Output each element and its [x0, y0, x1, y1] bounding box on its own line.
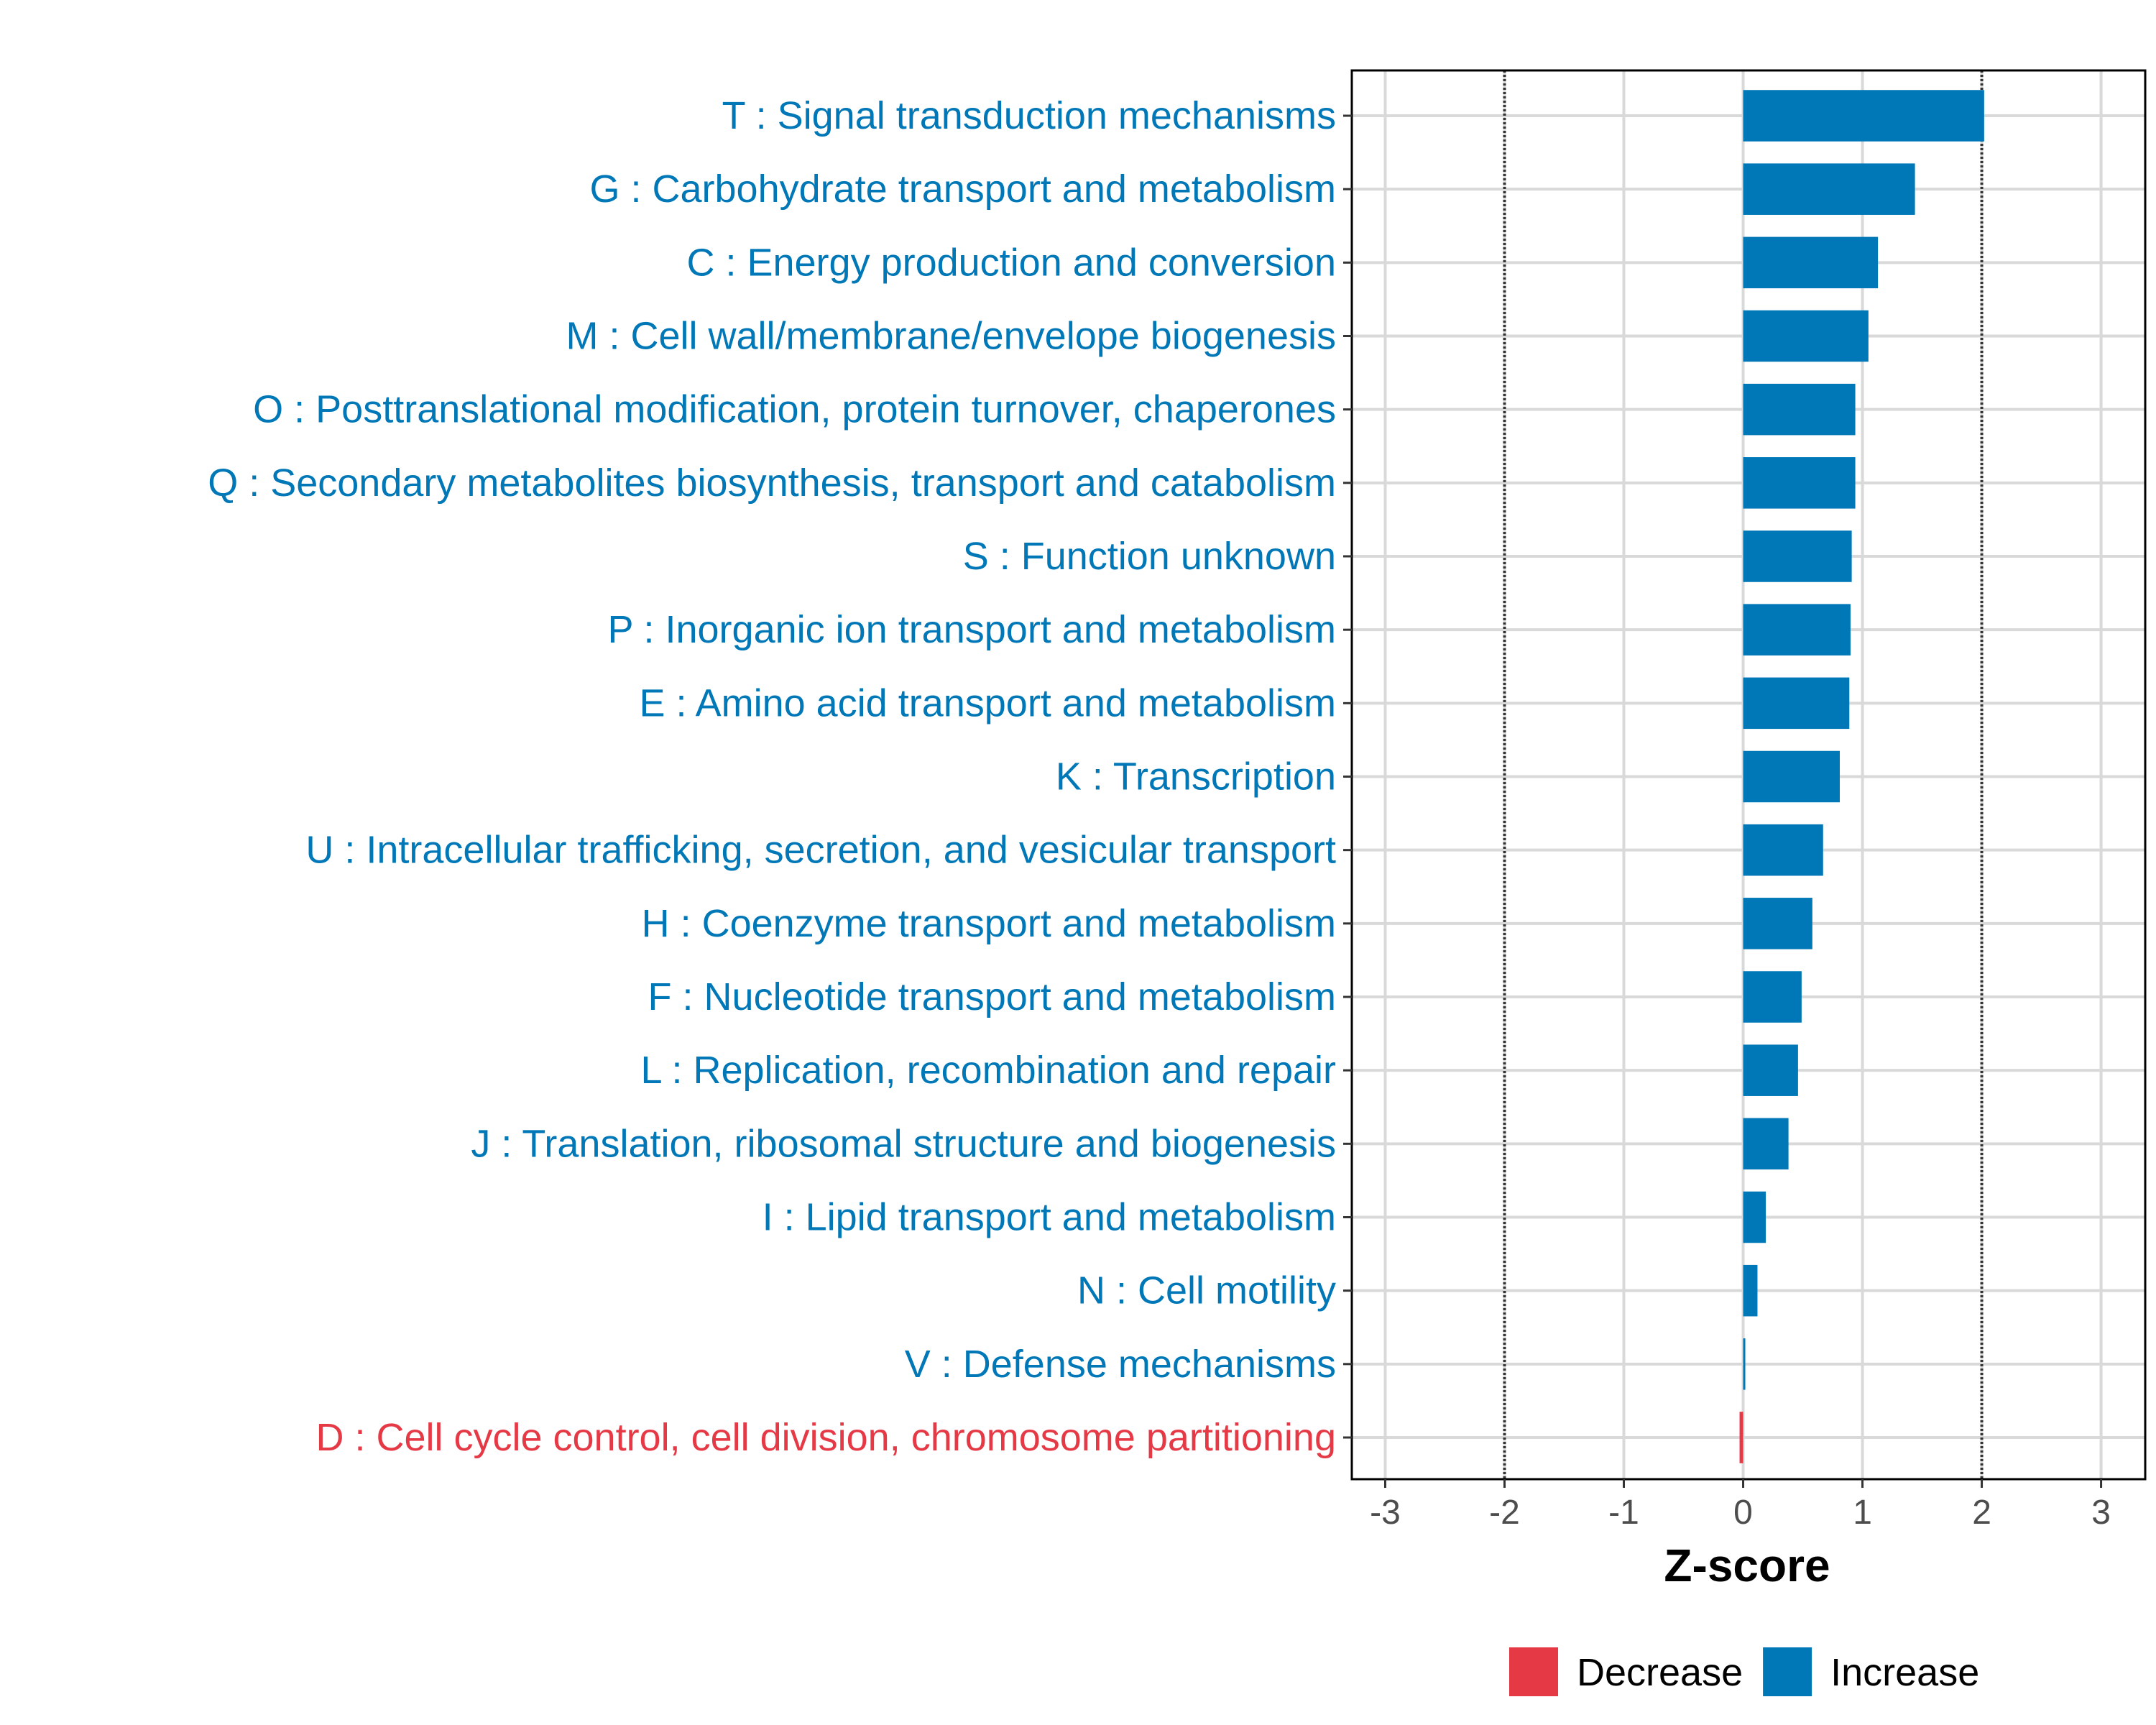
category-label: D : Cell cycle control, cell division, c… — [315, 1416, 1336, 1459]
bar — [1743, 898, 1812, 949]
bar — [1743, 236, 1879, 289]
x-axis-ticks: -3 -2 -1 0 1 2 3 — [1370, 1479, 2111, 1532]
category-label: L : Replication, recombination and repai… — [640, 1049, 1336, 1092]
bar — [1743, 457, 1856, 509]
bar — [1743, 1191, 1766, 1243]
legend-swatch-decrease — [1509, 1647, 1558, 1696]
x-tick-label: 2 — [1972, 1494, 1991, 1532]
category-label: O : Posttranslational modification, prot… — [253, 388, 1336, 431]
category-label: T : Signal transduction mechanisms — [722, 94, 1336, 137]
category-label: G : Carbohydrate transport and metabolis… — [590, 167, 1337, 211]
x-tick-label: -2 — [1489, 1494, 1520, 1532]
bar — [1739, 1412, 1743, 1463]
category-label: C : Energy production and conversion — [686, 241, 1336, 284]
category-label: U : Intracellular trafficking, secretion… — [305, 829, 1336, 872]
bar — [1743, 1338, 1746, 1390]
category-label: E : Amino acid transport and metabolism — [640, 681, 1336, 724]
bar — [1743, 90, 1984, 142]
bar — [1743, 750, 1841, 803]
category-label: Q : Secondary metabolites biosynthesis, … — [208, 461, 1336, 505]
category-labels: T : Signal transduction mechanisms G : Ca… — [208, 94, 1352, 1459]
category-label: F : Nucleotide transport and metabolism — [648, 975, 1336, 1018]
x-tick-label: 0 — [1733, 1494, 1753, 1532]
category-label: N : Cell motility — [1077, 1269, 1336, 1312]
category-label: H : Coenzyme transport and metabolism — [642, 902, 1336, 945]
category-label: S : Function unknown — [963, 535, 1336, 578]
bar — [1743, 383, 1856, 436]
category-label: I : Lipid transport and metabolism — [763, 1196, 1336, 1239]
legend: Decrease Increase — [1509, 1647, 1979, 1696]
panel-border — [1350, 69, 2147, 1481]
bar — [1743, 677, 1850, 730]
bar — [1743, 310, 1869, 362]
category-label: P : Inorganic ion transport and metaboli… — [607, 608, 1336, 651]
x-tick-label: 3 — [2091, 1494, 2111, 1532]
category-label: V : Defense mechanisms — [905, 1343, 1336, 1386]
bar — [1743, 530, 1852, 582]
x-axis-title: Z-score — [1664, 1540, 1830, 1591]
legend-label-decrease: Decrease — [1577, 1651, 1743, 1694]
bars — [1739, 90, 1984, 1463]
bar — [1743, 824, 1823, 876]
category-label: J : Translation, ribosomal structure and… — [471, 1122, 1336, 1165]
bar — [1743, 1264, 1758, 1317]
bar — [1743, 971, 1802, 1023]
legend-swatch-increase — [1763, 1647, 1812, 1696]
bar — [1743, 163, 1915, 215]
x-tick-label: -3 — [1370, 1494, 1401, 1532]
x-tick-label: 1 — [1853, 1494, 1872, 1532]
reference-lines — [1503, 70, 1984, 1479]
x-tick-label: -1 — [1608, 1494, 1639, 1532]
category-label: K : Transcription — [1056, 755, 1336, 799]
category-label: M : Cell wall/membrane/envelope biogenes… — [566, 315, 1336, 358]
legend-label-increase: Increase — [1830, 1651, 1979, 1694]
bar — [1743, 604, 1851, 656]
bar — [1743, 1118, 1789, 1170]
bar — [1743, 1044, 1798, 1096]
